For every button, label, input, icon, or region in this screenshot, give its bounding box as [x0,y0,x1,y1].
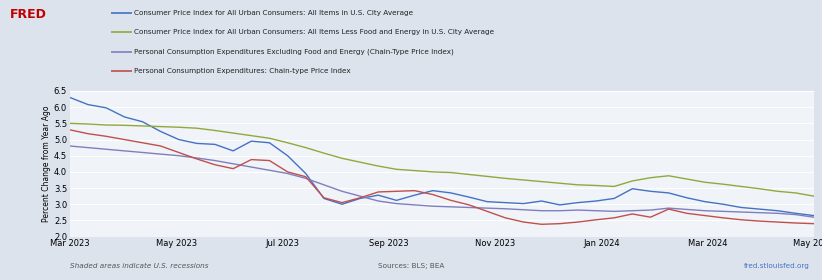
Text: Consumer Price Index for All Urban Consumers: All Items Less Food and Energy in : Consumer Price Index for All Urban Consu… [134,29,494,35]
Text: Sources: BLS; BEA: Sources: BLS; BEA [378,263,444,269]
Text: Personal Consumption Expenditures Excluding Food and Energy (Chain-Type Price In: Personal Consumption Expenditures Exclud… [134,48,454,55]
Y-axis label: Percent Change from Year Ago: Percent Change from Year Ago [42,106,51,222]
Text: Personal Consumption Expenditures: Chain-type Price Index: Personal Consumption Expenditures: Chain… [134,68,351,74]
Text: FRED: FRED [10,8,47,21]
Text: Shaded areas indicate U.S. recessions: Shaded areas indicate U.S. recessions [70,263,208,269]
Text: Consumer Price Index for All Urban Consumers: All Items in U.S. City Average: Consumer Price Index for All Urban Consu… [134,10,413,16]
Text: fred.stlouisfed.org: fred.stlouisfed.org [744,263,810,269]
